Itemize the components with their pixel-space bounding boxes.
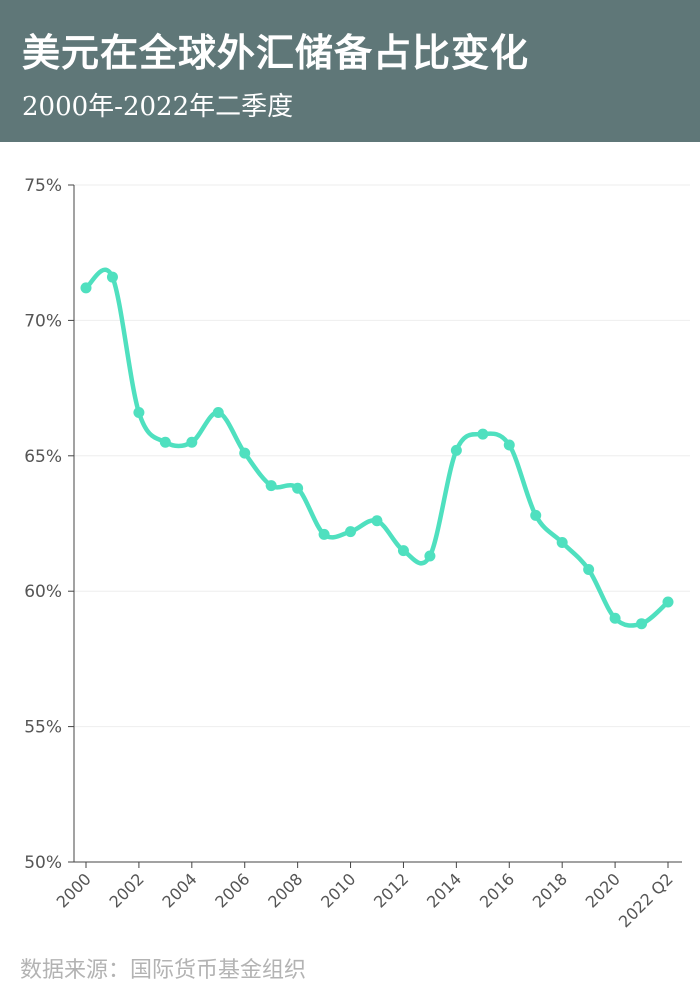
y-tick-label: 70% xyxy=(24,311,62,331)
series-line xyxy=(83,267,671,628)
x-tick-label: 2000 xyxy=(53,869,95,911)
y-tick-label: 60% xyxy=(24,582,62,602)
data-point xyxy=(239,447,251,459)
x-tick-label: 2008 xyxy=(264,869,306,911)
data-point xyxy=(133,406,145,418)
x-tick-label: 2004 xyxy=(158,869,200,911)
data-point xyxy=(212,406,224,418)
data-point xyxy=(106,271,118,283)
y-tick-label: 55% xyxy=(24,718,62,738)
x-tick-label: 2012 xyxy=(370,869,412,911)
data-point xyxy=(662,596,674,608)
y-tick-label: 75% xyxy=(24,176,62,196)
header: 美元在全球外汇储备占比变化 2000年-2022年二季度 xyxy=(0,0,700,142)
data-point xyxy=(450,444,462,456)
y-tick-label: 50% xyxy=(24,853,62,873)
source-note: 数据来源：国际货币基金组织 xyxy=(20,958,307,983)
data-point xyxy=(265,480,277,492)
line-chart: 50% 55% 60% 65% 70% 75% 2000 2002 2004 2006 2008 20… xyxy=(24,176,690,931)
data-point xyxy=(345,526,357,538)
x-tick-label: 2018 xyxy=(529,869,571,911)
x-tick-label: 2016 xyxy=(476,869,518,911)
x-tick-label: 2022 Q2 xyxy=(615,869,677,931)
data-point xyxy=(186,436,198,448)
data-point xyxy=(292,482,304,494)
data-point xyxy=(556,536,568,548)
data-point xyxy=(583,564,595,576)
x-tick-label: 2010 xyxy=(317,869,359,911)
chart-subtitle: 2000年-2022年二季度 xyxy=(22,92,294,122)
data-point xyxy=(424,550,436,562)
y-tick-label: 65% xyxy=(24,447,62,467)
data-point xyxy=(530,509,542,521)
data-point xyxy=(397,545,409,557)
data-point xyxy=(371,515,383,527)
x-tick-label: 2006 xyxy=(211,869,253,911)
chart-title: 美元在全球外汇储备占比变化 xyxy=(22,30,530,75)
data-point xyxy=(609,612,621,624)
data-point xyxy=(636,618,648,630)
data-point xyxy=(477,428,489,440)
x-tick-label: 2014 xyxy=(423,869,465,911)
x-tick-label: 2020 xyxy=(582,869,624,911)
data-point xyxy=(503,439,515,451)
data-point xyxy=(159,436,171,448)
data-point xyxy=(80,282,92,294)
data-point xyxy=(318,528,330,540)
x-tick-label: 2002 xyxy=(106,869,148,911)
